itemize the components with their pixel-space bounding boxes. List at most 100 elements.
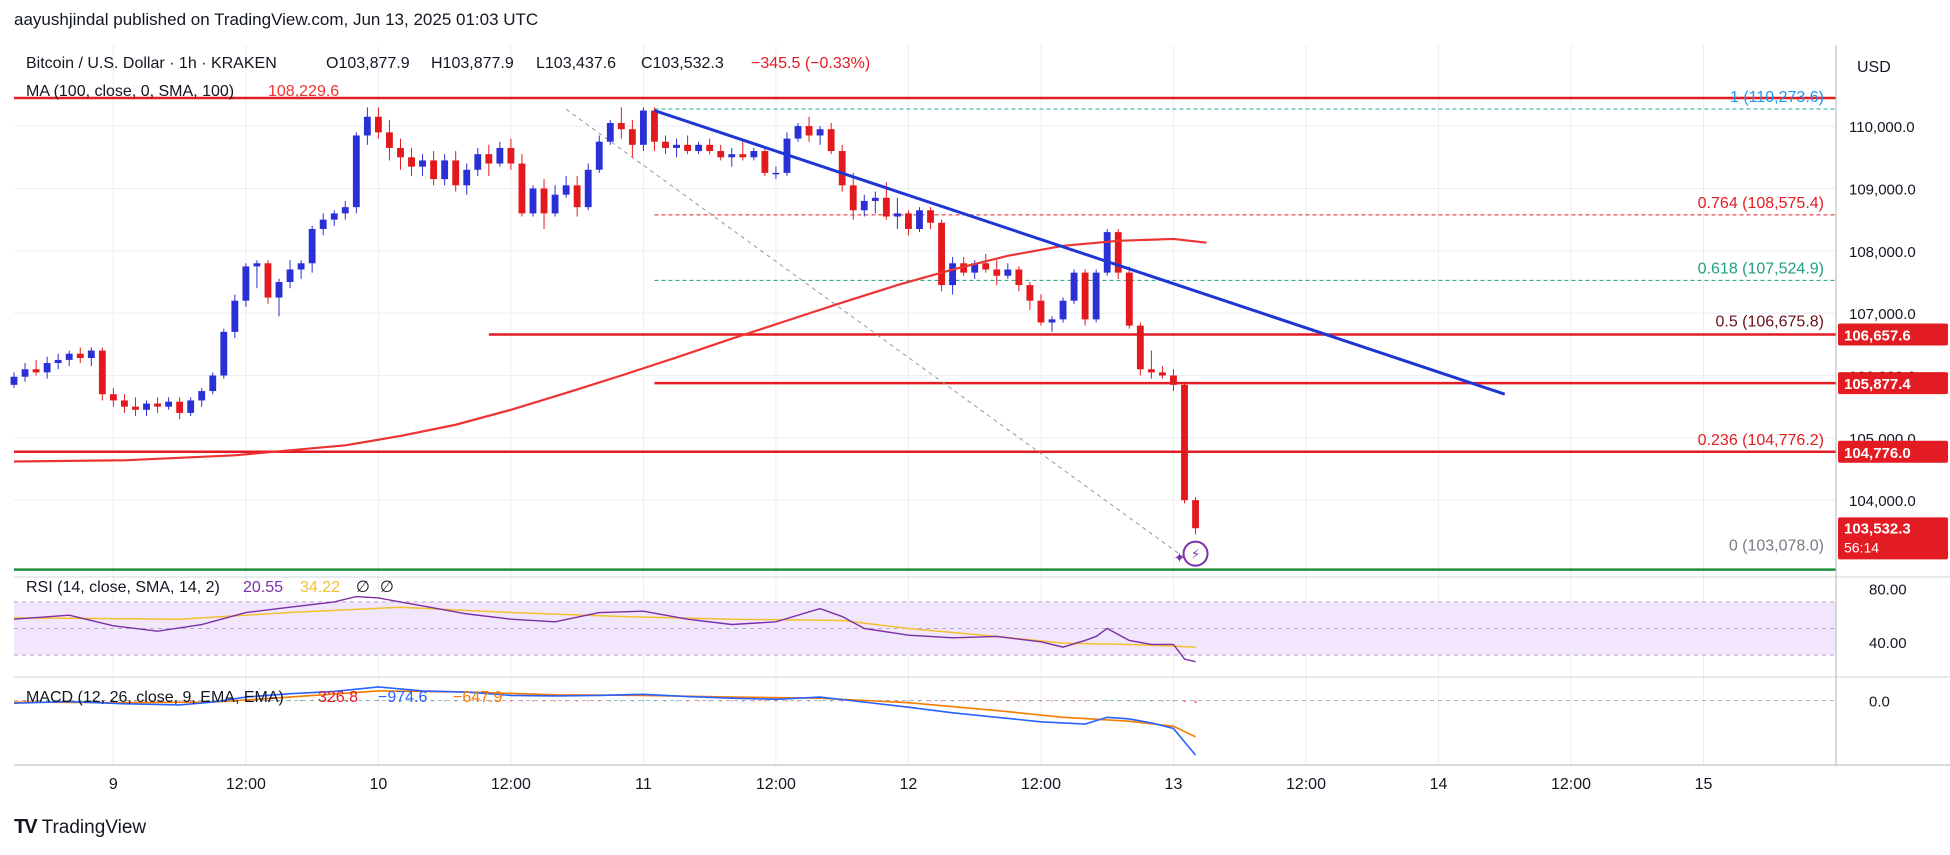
candle-body bbox=[916, 210, 923, 229]
macd-histogram-bar bbox=[554, 700, 557, 702]
candle bbox=[154, 397, 161, 413]
macd-histogram-bar bbox=[653, 700, 656, 702]
rsi-legend-label: RSI (14, close, SMA, 14, 2) bbox=[26, 579, 220, 596]
macd-histogram-bar bbox=[134, 700, 137, 702]
candle bbox=[308, 225, 316, 273]
candle-body bbox=[463, 169, 471, 186]
macd-histogram-bar bbox=[962, 700, 965, 702]
candle bbox=[871, 191, 879, 214]
price-pane: 1 (110,273.6) 0.764 (108,575.4) 0.618 (107… bbox=[10, 89, 1836, 571]
candle bbox=[927, 207, 934, 229]
candle bbox=[518, 154, 526, 217]
candle bbox=[98, 347, 106, 401]
macd-histogram-bar bbox=[543, 700, 546, 702]
price-tag-bg bbox=[1838, 323, 1948, 346]
macd-histogram-bar bbox=[929, 700, 932, 702]
legend-open: O103,877.9 bbox=[326, 55, 410, 72]
macd-histogram-bar bbox=[57, 700, 60, 702]
macd-histogram-bar bbox=[785, 700, 788, 702]
candle bbox=[408, 147, 415, 176]
candle bbox=[209, 372, 217, 395]
macd-histogram-bar bbox=[697, 700, 700, 702]
macd-histogram-bar bbox=[410, 700, 413, 702]
candle-body bbox=[76, 353, 84, 359]
macd-histogram-bar bbox=[1017, 700, 1020, 702]
candle bbox=[352, 132, 360, 214]
candle-body bbox=[352, 135, 360, 208]
trendline bbox=[653, 109, 1506, 396]
candle bbox=[76, 347, 84, 364]
macd-histogram-bar bbox=[79, 700, 82, 702]
candle-body bbox=[1181, 384, 1188, 501]
candle-body bbox=[982, 263, 990, 270]
candle-body bbox=[132, 406, 139, 410]
candle-body bbox=[386, 132, 393, 148]
candle-body bbox=[639, 110, 647, 145]
candle-body bbox=[617, 122, 625, 130]
candle bbox=[529, 185, 537, 217]
macd-histogram-bar bbox=[90, 700, 93, 702]
price-tag-label: 106,657.6 bbox=[1844, 327, 1911, 344]
macd-histogram-bar bbox=[664, 700, 667, 702]
candle bbox=[617, 107, 625, 139]
macd-histogram-bar bbox=[311, 700, 314, 702]
macd-histogram-bar bbox=[289, 699, 292, 701]
candle-body bbox=[198, 391, 206, 401]
macd-histogram-bar bbox=[686, 700, 689, 702]
macd-histogram-bar bbox=[344, 700, 347, 702]
rsi-pane bbox=[13, 595, 1836, 663]
candle-body bbox=[1015, 269, 1023, 286]
macd-histogram-bar bbox=[830, 700, 833, 702]
candle-body bbox=[728, 154, 736, 158]
tradingview-logo[interactable]: TV TradingView bbox=[14, 816, 146, 839]
candle bbox=[827, 122, 835, 155]
candle-body bbox=[242, 266, 250, 301]
macd-histogram-bar bbox=[565, 700, 568, 702]
candle bbox=[551, 185, 559, 217]
candle-body bbox=[430, 160, 438, 180]
candle bbox=[253, 260, 261, 289]
macd-histogram-bar bbox=[763, 700, 766, 702]
candle bbox=[606, 119, 614, 145]
macd-histogram-bar bbox=[24, 700, 27, 702]
macd-histogram-bar bbox=[300, 699, 303, 701]
fib-label: 1 (110,273.6) bbox=[1730, 89, 1824, 106]
candle-body bbox=[871, 197, 879, 201]
candle bbox=[628, 119, 636, 158]
macd-histogram-bar bbox=[708, 700, 711, 702]
time-tick-label: 12 bbox=[900, 776, 918, 793]
candle bbox=[32, 359, 40, 376]
candle bbox=[297, 260, 305, 279]
time-tick-label: 11 bbox=[635, 776, 652, 793]
candle bbox=[109, 387, 117, 407]
macd-histogram-bar bbox=[1194, 700, 1197, 704]
candle-body bbox=[960, 263, 968, 273]
candle-body bbox=[971, 263, 979, 273]
candle-body bbox=[562, 185, 570, 195]
candle-body bbox=[1192, 500, 1199, 529]
candle-body bbox=[1048, 319, 1056, 323]
candle-body bbox=[1037, 300, 1045, 323]
currency-label: USD bbox=[1857, 59, 1891, 76]
macd-histogram-bar bbox=[918, 700, 921, 702]
macd-histogram-bar bbox=[46, 700, 49, 702]
candle bbox=[341, 200, 349, 220]
price-tick-label: 104,000.0 bbox=[1849, 493, 1916, 510]
candle bbox=[949, 257, 957, 295]
brand-name: TradingView bbox=[41, 816, 147, 838]
candle bbox=[728, 147, 736, 167]
candle bbox=[485, 144, 493, 176]
candle bbox=[132, 397, 139, 417]
candle-body bbox=[761, 151, 769, 173]
candle bbox=[441, 154, 449, 186]
candle bbox=[1092, 269, 1100, 323]
candle-body bbox=[143, 403, 150, 410]
macd-histogram-bar bbox=[112, 700, 115, 702]
candle-body bbox=[651, 110, 658, 142]
macd-histogram-bar bbox=[1095, 700, 1098, 702]
macd-histogram-bar bbox=[896, 700, 899, 702]
candle-body bbox=[673, 144, 680, 148]
candle bbox=[430, 151, 438, 186]
fib-label: 0 (103,078.0) bbox=[1729, 538, 1824, 555]
